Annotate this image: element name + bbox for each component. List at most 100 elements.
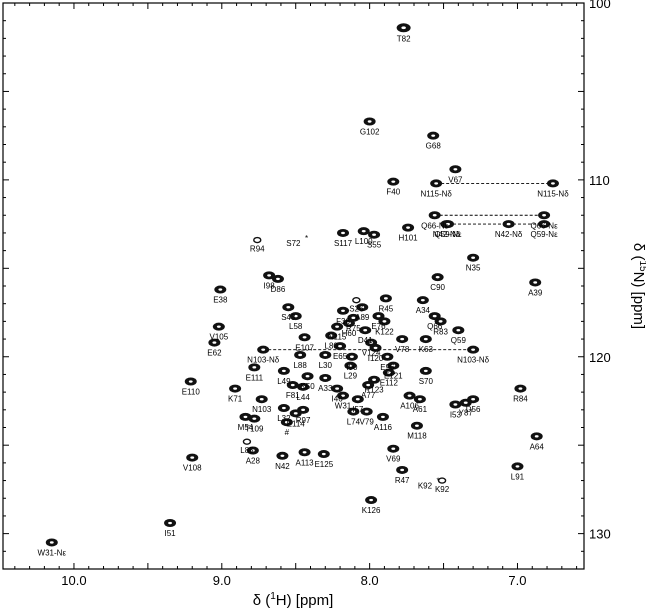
y-tick-label: 120 (589, 350, 611, 365)
peak-label: M118 (407, 432, 427, 441)
peak-center (293, 412, 298, 415)
asterisk-label: K92 (418, 482, 433, 491)
peak-center (542, 222, 547, 226)
peak-37 (331, 322, 344, 331)
peak-center (329, 334, 334, 337)
peak-label: W31 (335, 402, 352, 411)
peak-label: N115 (328, 333, 347, 342)
peak-center (431, 134, 436, 137)
peak-55 (387, 361, 400, 370)
peak-label: # (285, 428, 290, 437)
peak-center (190, 456, 195, 459)
peak-90 (242, 438, 252, 445)
x-axis-ticks: 10.0 9.0 8.0 7.0 (14, 3, 578, 588)
peak-center (369, 498, 374, 502)
peak-label: N103-Nδ (247, 356, 280, 365)
peak-87 (280, 418, 293, 427)
peak-center (302, 336, 307, 339)
peak-14 (368, 230, 381, 239)
peak-center (382, 320, 387, 323)
peak-94 (298, 448, 311, 457)
peak-label: Q66 (427, 322, 443, 331)
peak-center (252, 366, 257, 369)
peak-83 (360, 407, 373, 416)
peak-label: H101 (399, 234, 419, 243)
peak-center (506, 222, 511, 226)
peak-41 (298, 333, 311, 342)
peak-label: S43 (281, 313, 296, 322)
peak-82 (347, 407, 360, 416)
peak-label: E65 (333, 352, 348, 361)
peaks-group (45, 23, 559, 547)
peak-46 (334, 342, 347, 351)
peak-86 (248, 414, 261, 423)
peak-33 (378, 317, 391, 326)
peak-center (372, 378, 376, 381)
peak-label: W31-Nε (38, 548, 67, 557)
peak-0 (396, 23, 411, 33)
peak-label: I51 (164, 529, 176, 538)
peak-center (49, 541, 54, 544)
peak-label: I98 (264, 281, 276, 290)
peak-28 (352, 296, 361, 304)
peak-center (338, 344, 342, 348)
peak-label: E38 (213, 296, 228, 305)
peak-center (261, 348, 266, 351)
peak-72 (351, 395, 364, 404)
peak-70 (229, 384, 242, 393)
peak-center (406, 226, 410, 229)
peak-center (420, 298, 425, 302)
peak-label: A64 (530, 442, 545, 451)
peak-center (367, 120, 372, 123)
peak-42 (325, 331, 338, 340)
peak-label: R47 (395, 476, 410, 485)
peak-center (471, 398, 476, 401)
peak-7 (428, 211, 441, 220)
peak-label: D56 (466, 405, 481, 414)
peak-center (188, 380, 193, 383)
peak-center (463, 401, 468, 404)
peak-label: N115-Nδ (420, 189, 452, 198)
peak-98 (396, 465, 409, 474)
peak-label: H60 (342, 329, 357, 338)
peak-label: F36 (336, 317, 350, 326)
peak-center (349, 355, 354, 358)
peak-center (341, 394, 345, 397)
peak-center (298, 353, 303, 357)
peak-contour (253, 236, 262, 244)
peak-center (348, 364, 353, 367)
peak-38 (359, 326, 372, 335)
peak-24 (379, 294, 392, 303)
peak-label: N42 (275, 462, 290, 471)
peak-label: R83 (433, 327, 448, 336)
peak-79 (277, 404, 290, 413)
peak-center (417, 398, 422, 401)
peak-label: L32 (277, 414, 291, 423)
peak-center (391, 180, 396, 183)
peak-label: R94 (250, 245, 265, 254)
peak-center (347, 321, 351, 325)
peak-92 (186, 453, 199, 462)
peak-5 (430, 179, 443, 188)
peak-center (281, 369, 286, 373)
peak-53 (345, 352, 358, 361)
peak-97 (511, 462, 524, 471)
peak-center (168, 521, 172, 525)
peak-center (381, 415, 385, 419)
peak-center (250, 449, 255, 452)
peak-label: A77 (361, 391, 376, 400)
peak-center (446, 222, 450, 226)
y-tick-label: 130 (589, 527, 611, 542)
peak-label: L58 (289, 322, 303, 331)
peak-49 (257, 345, 270, 354)
peak-label: Q59-Nε (434, 230, 462, 239)
peak-center (423, 369, 428, 373)
y-axis-label: δ (15N) [ppm] (630, 243, 646, 329)
y-tick-label: 110 (589, 173, 610, 188)
peak-center (423, 337, 428, 341)
peak-center (302, 451, 307, 454)
peak-label: K50 (300, 382, 315, 391)
peak-label: T82 (397, 34, 411, 43)
x-tick-label: 7.0 (508, 573, 526, 588)
x-tick-label: 10.0 (61, 573, 86, 588)
